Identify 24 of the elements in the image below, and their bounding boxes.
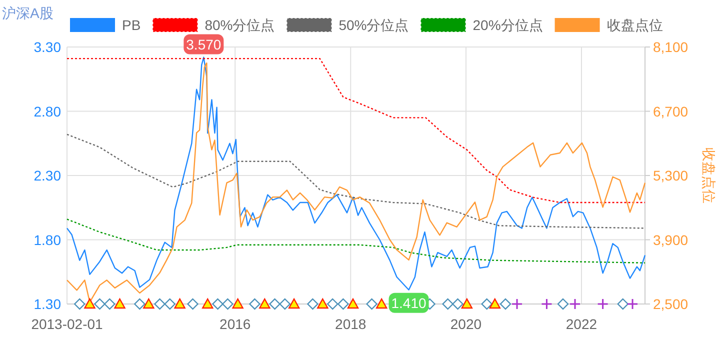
y2-tick-label: 8,100	[653, 39, 688, 55]
legend-label: 80%分位点	[204, 17, 275, 33]
y-tick-label: 2.30	[34, 168, 62, 184]
legend-label: 20%分位点	[472, 17, 543, 33]
legend-label: PB	[122, 17, 141, 33]
x-tick-label: 2016	[220, 316, 251, 332]
x-tick-label: 2022	[566, 316, 598, 332]
x-tick-label: 2020	[450, 316, 482, 332]
annotation: 3.570	[186, 36, 222, 52]
y2-tick-label: 3,900	[653, 232, 688, 248]
y-tick-label: 3.30	[34, 39, 62, 55]
annotation: 1.410	[391, 294, 426, 311]
y-tick-label: 2.80	[34, 103, 62, 120]
y2-tick-label: 6,700	[653, 103, 688, 120]
y2-tick-label: 5,300	[653, 168, 688, 184]
legend-label: 收盘点位	[606, 17, 663, 33]
y-tick-label: 1.30	[34, 296, 62, 312]
x-tick-label: 2018	[335, 316, 366, 332]
y2-axis-title: 收盘点位	[701, 148, 717, 204]
y2-tick-label: 2,500	[653, 296, 688, 312]
x-tick-label: 2013-02-01	[31, 316, 104, 332]
chart-title: 沪深A股	[2, 5, 54, 21]
legend-label: 50%分位点	[338, 17, 409, 33]
y-tick-label: 1.80	[34, 232, 62, 248]
